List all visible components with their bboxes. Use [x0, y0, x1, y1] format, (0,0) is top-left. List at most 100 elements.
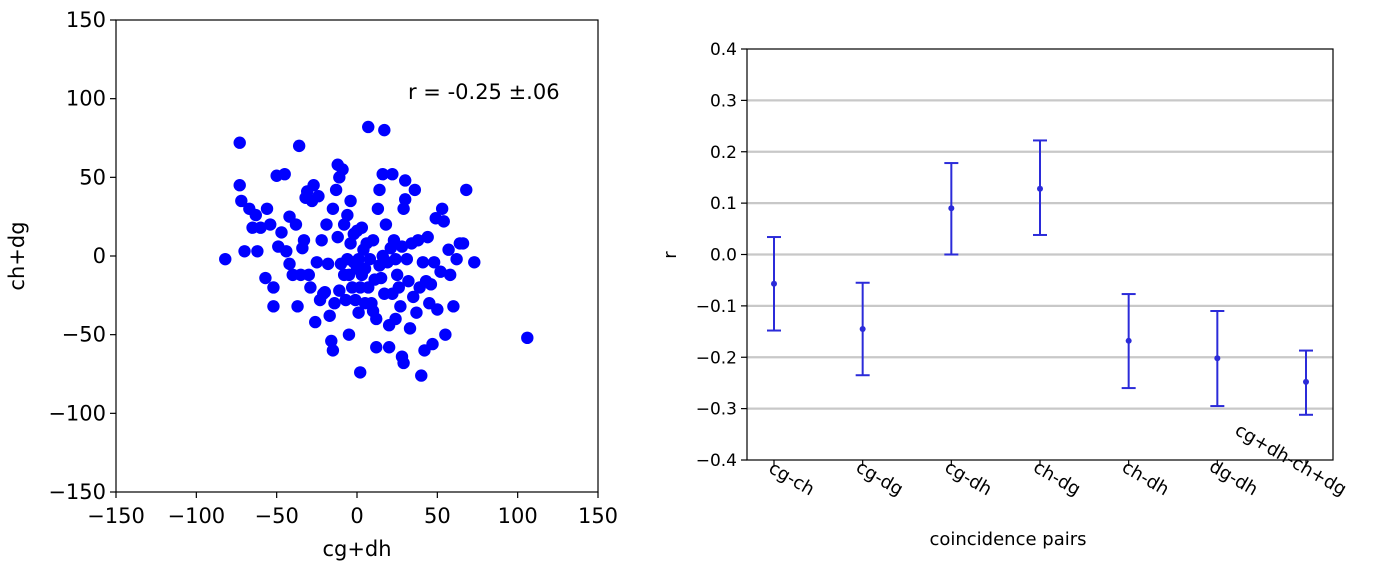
scatter-point	[439, 328, 452, 341]
scatter-chart: −150 −100 −50 0 50 100 150 −150 −100 −50 0 50 100 15…	[5, 8, 618, 561]
scatter-point	[370, 341, 383, 354]
scatter-point	[233, 136, 246, 149]
scatter-point	[329, 183, 343, 197]
errorbar-y-tick-label: −0.2	[696, 348, 737, 368]
scatter-point	[410, 306, 423, 319]
scatter-point	[468, 256, 481, 269]
scatter-point	[264, 218, 277, 231]
errorbar-x-tick-label: dg-dh	[1206, 456, 1262, 500]
scatter-point	[403, 322, 417, 335]
scatter-point	[376, 167, 389, 181]
scatter-point	[333, 284, 346, 297]
scatter-x-tick-label: 100	[498, 504, 538, 528]
scatter-point	[521, 331, 534, 345]
scatter-point	[363, 252, 377, 266]
scatter-point	[254, 221, 267, 234]
scatter-point	[370, 312, 383, 326]
scatter-point	[354, 366, 367, 379]
errorbar-point	[1214, 355, 1221, 362]
scatter-point	[434, 265, 447, 278]
scatter-point	[259, 271, 272, 285]
errorbar-x-tick-label: cg-dg	[852, 457, 906, 501]
scatter-point	[373, 183, 386, 197]
errorbar-y-tick-label: −0.4	[696, 451, 737, 471]
scatter-point	[399, 174, 412, 187]
scatter-point	[421, 230, 434, 244]
scatter-x-tick-label: −150	[87, 504, 145, 528]
scatter-point	[267, 281, 280, 294]
scatter-x-axis: −150 −100 −50 0 50 100 150	[87, 492, 618, 528]
scatter-points	[219, 120, 534, 382]
scatter-point	[415, 369, 428, 382]
scatter-point	[328, 297, 341, 310]
scatter-point	[325, 334, 338, 348]
scatter-point	[395, 240, 409, 253]
errorbar-x-axis-label: coincidence pairs	[929, 529, 1086, 550]
scatter-point	[323, 309, 336, 322]
errorbar-y-tick-label: 0.4	[710, 40, 737, 60]
scatter-x-tick-label: −100	[167, 504, 225, 528]
scatter-point	[318, 285, 332, 299]
scatter-point	[283, 257, 296, 271]
errorbar-y-axis-label: r	[660, 251, 681, 259]
errorbar-y-tick-label: −0.3	[696, 400, 737, 420]
errorbar-point	[1037, 185, 1043, 192]
scatter-point	[366, 234, 380, 247]
errorbar-y-tick-label: 0.2	[710, 143, 737, 163]
errorbar-marks	[767, 139, 1313, 416]
scatter-point	[435, 202, 449, 215]
scatter-point	[219, 252, 232, 266]
scatter-point	[416, 256, 430, 269]
errorbar-x-tick-label: ch-dh	[1118, 457, 1172, 501]
scatter-point	[297, 234, 311, 247]
errorbar-y-tick-label: −0.1	[696, 297, 737, 317]
scatter-point	[447, 300, 460, 313]
scatter-point	[382, 341, 396, 354]
scatter-point	[442, 243, 455, 256]
scatter-point	[379, 218, 393, 231]
scatter-point	[312, 190, 325, 203]
scatter-point	[358, 262, 372, 275]
scatter-y-tick-label: 150	[66, 8, 106, 32]
errorbar-y-tick-label: 0.0	[710, 246, 737, 266]
scatter-point	[408, 183, 422, 197]
scatter-x-tick-label: −50	[255, 504, 299, 528]
scatter-x-tick-label: 0	[350, 504, 363, 528]
scatter-point	[326, 202, 340, 215]
scatter-y-tick-label: −50	[62, 323, 106, 347]
scatter-point	[260, 202, 274, 215]
scatter-point	[400, 252, 414, 266]
scatter-point	[349, 293, 362, 307]
scatter-point	[389, 252, 402, 266]
scatter-point	[389, 312, 402, 326]
scatter-point	[331, 230, 344, 244]
errorbar-chart: −0.4 −0.3 −0.2 −0.1 0.0 0.1 0.2 0.3 0.4 cg-ch cg-…	[660, 40, 1350, 550]
scatter-point	[233, 179, 246, 192]
scatter-x-tick-label: 150	[578, 504, 618, 528]
errorbar-point	[771, 280, 777, 287]
scatter-point	[352, 252, 365, 266]
scatter-point	[411, 234, 425, 247]
scatter-point	[280, 245, 293, 258]
scatter-y-tick-label: −100	[48, 401, 106, 425]
scatter-point	[309, 315, 322, 329]
scatter-point	[341, 208, 354, 222]
errorbar-x-tick-label: cg-dh	[941, 457, 995, 501]
errorbar-point	[948, 205, 955, 212]
scatter-point	[402, 274, 415, 288]
scatter-x-axis-label: cg+dh	[322, 537, 391, 561]
scatter-point	[450, 252, 463, 266]
scatter-point	[289, 218, 303, 231]
scatter-y-tick-label: −150	[48, 480, 106, 504]
errorbar-y-tick-label: 0.1	[710, 194, 737, 214]
errorbar-point	[1303, 378, 1309, 385]
scatter-point	[352, 306, 365, 319]
scatter-point	[392, 281, 405, 294]
scatter-point	[437, 215, 450, 228]
scatter-point	[426, 337, 439, 351]
scatter-point	[374, 271, 388, 285]
scatter-point	[321, 257, 335, 271]
errorbar-point	[1125, 337, 1132, 344]
scatter-point	[292, 139, 306, 153]
